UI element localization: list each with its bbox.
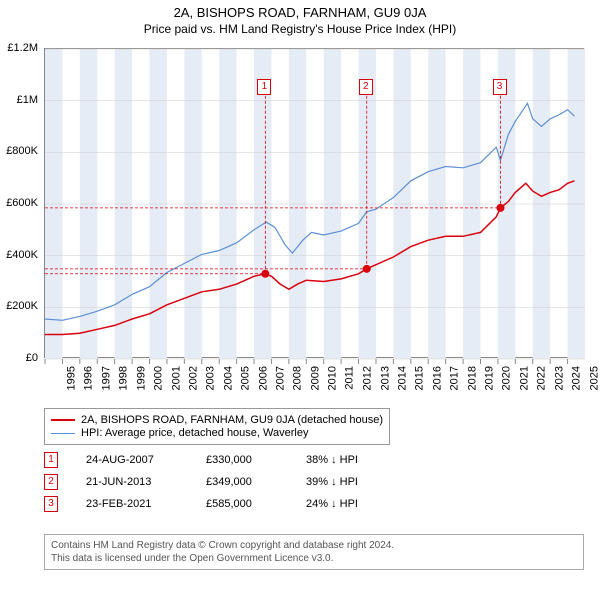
x-tick-label: 2001 — [170, 366, 182, 390]
x-tick-label: 2003 — [205, 366, 217, 390]
x-tick-label: 2007 — [275, 366, 287, 390]
x-tick-label: 2018 — [466, 366, 478, 390]
transaction-price: £585,000 — [206, 498, 306, 510]
transaction-row-marker: 3 — [44, 496, 58, 512]
x-tick-label: 1996 — [83, 366, 95, 390]
x-tick-label: 2024 — [571, 366, 583, 390]
transaction-marker-box: 1 — [257, 79, 271, 95]
transaction-row: 2 21-JUN-2013£349,00039% ↓ HPI — [44, 474, 406, 490]
y-tick-label: £1.2M — [0, 42, 38, 54]
transaction-marker-box: 2 — [359, 79, 373, 95]
x-tick-label: 2008 — [292, 366, 304, 390]
transaction-delta: 38% ↓ HPI — [306, 454, 406, 466]
transaction-price: £330,000 — [206, 454, 306, 466]
transactions-table: 1 24-AUG-2007£330,00038% ↓ HPI 2 21-JUN-201… — [44, 452, 406, 518]
legend-item: HPI: Average price, detached house, Wave… — [51, 427, 383, 439]
x-tick-label: 2000 — [153, 366, 165, 390]
transaction-date: 24-AUG-2007 — [86, 454, 206, 466]
transaction-delta: 24% ↓ HPI — [306, 498, 406, 510]
x-tick-label: 2012 — [362, 366, 374, 390]
legend-item: 2A, BISHOPS ROAD, FARNHAM, GU9 0JA (deta… — [51, 414, 383, 426]
footer: Contains HM Land Registry data © Crown c… — [44, 534, 584, 570]
x-tick-label: 2011 — [343, 366, 355, 390]
plot-svg — [45, 49, 585, 359]
transaction-date: 23-FEB-2021 — [86, 498, 206, 510]
transaction-row-marker: 1 — [44, 452, 58, 468]
legend-label: HPI: Average price, detached house, Wave… — [81, 427, 308, 439]
transaction-dot — [363, 265, 371, 273]
x-tick-label: 2020 — [501, 366, 513, 390]
y-tick-label: £400K — [0, 249, 38, 261]
transaction-date: 21-JUN-2013 — [86, 476, 206, 488]
legend-swatch — [51, 433, 75, 434]
x-tick-label: 2002 — [187, 366, 199, 390]
x-tick-label: 2009 — [309, 366, 321, 390]
x-tick-label: 2017 — [449, 366, 461, 390]
x-tick-label: 2022 — [536, 366, 548, 390]
x-tick-label: 2015 — [414, 366, 426, 390]
x-tick-label: 2014 — [396, 366, 408, 390]
x-tick-label: 2021 — [518, 366, 530, 390]
x-tick-label: 2005 — [240, 366, 252, 390]
transaction-dot — [497, 204, 505, 212]
title-main: 2A, BISHOPS ROAD, FARNHAM, GU9 0JA — [0, 5, 600, 20]
transaction-dot — [261, 270, 269, 278]
transaction-marker-box: 3 — [493, 79, 507, 95]
transaction-price: £349,000 — [206, 476, 306, 488]
x-tick-label: 2023 — [553, 366, 565, 390]
legend-label: 2A, BISHOPS ROAD, FARNHAM, GU9 0JA (deta… — [81, 414, 383, 426]
y-tick-label: £800K — [0, 145, 38, 157]
x-tick-label: 2013 — [379, 366, 391, 390]
x-tick-label: 1997 — [100, 366, 112, 390]
chart-container: 2A, BISHOPS ROAD, FARNHAM, GU9 0JA Price… — [0, 0, 600, 590]
x-tick-label: 2010 — [327, 366, 339, 390]
x-tick-label: 2025 — [588, 366, 600, 390]
x-tick-label: 1995 — [65, 366, 77, 390]
legend-swatch — [51, 419, 75, 421]
x-tick-label: 1999 — [135, 366, 147, 390]
title-sub: Price paid vs. HM Land Registry's House … — [0, 22, 600, 36]
legend: 2A, BISHOPS ROAD, FARNHAM, GU9 0JA (deta… — [44, 408, 390, 445]
x-tick-label: 1998 — [118, 366, 130, 390]
y-tick-label: £1M — [0, 94, 38, 106]
x-tick-label: 2016 — [431, 366, 443, 390]
y-tick-label: £0 — [0, 352, 38, 364]
transaction-row-marker: 2 — [44, 474, 58, 490]
y-tick-label: £600K — [0, 197, 38, 209]
x-tick-label: 2004 — [222, 366, 234, 390]
transaction-row: 1 24-AUG-2007£330,00038% ↓ HPI — [44, 452, 406, 468]
footer-line1: Contains HM Land Registry data © Crown c… — [51, 539, 577, 552]
transaction-row: 3 23-FEB-2021£585,00024% ↓ HPI — [44, 496, 406, 512]
x-tick-label: 2019 — [484, 366, 496, 390]
title-block: 2A, BISHOPS ROAD, FARNHAM, GU9 0JA Price… — [0, 0, 600, 36]
x-tick-label: 2006 — [257, 366, 269, 390]
y-tick-label: £200K — [0, 300, 38, 312]
transaction-delta: 39% ↓ HPI — [306, 476, 406, 488]
footer-line2: This data is licensed under the Open Gov… — [51, 552, 577, 565]
